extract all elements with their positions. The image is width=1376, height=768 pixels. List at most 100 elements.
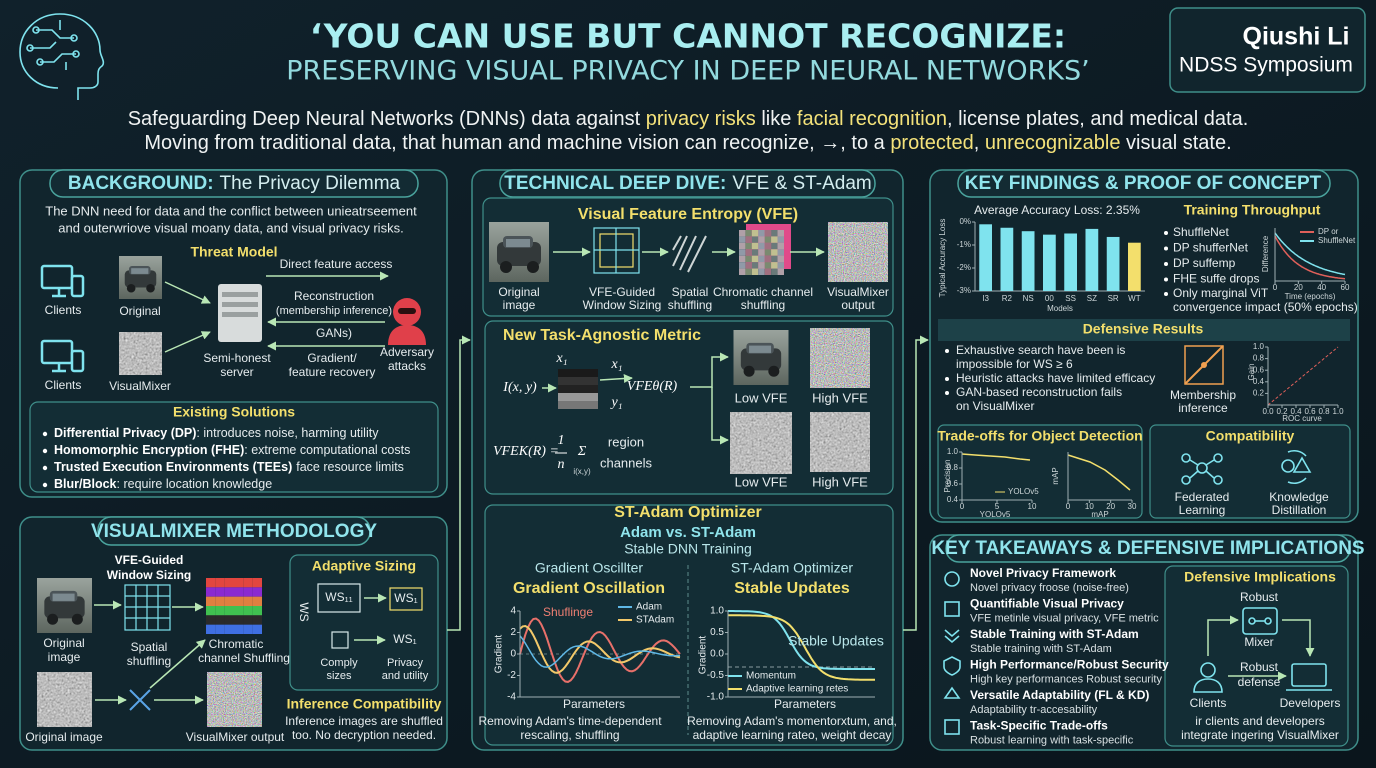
heading-rest: VFE & ST-Adam	[732, 173, 871, 194]
cell	[751, 268, 759, 275]
cell	[771, 249, 778, 256]
bullet	[1164, 231, 1168, 235]
decor-path	[1189, 459, 1215, 479]
bullet	[42, 448, 48, 454]
decor-path	[19, 13, 105, 100]
curve	[1274, 235, 1346, 280]
line1: privacy risks	[646, 108, 756, 130]
captions: Spatial	[672, 285, 709, 299]
labels: VisualMixer output	[186, 730, 285, 744]
captions: shuffling	[741, 298, 785, 312]
decor-rect	[222, 312, 258, 317]
cell	[206, 606, 216, 616]
text-line: Homomorphic Encryption (FHE): extreme co…	[54, 443, 410, 457]
labels: Robust	[1240, 660, 1279, 674]
cell	[574, 369, 582, 377]
decor-g	[1193, 662, 1332, 693]
bar	[1064, 233, 1077, 291]
cell	[582, 385, 590, 393]
xticks: 20	[1106, 502, 1115, 511]
decor-path	[388, 325, 426, 345]
decor-rect	[49, 169, 419, 198]
decor-rect	[810, 412, 870, 472]
text: face resource limits	[296, 460, 404, 474]
decor-rect	[1291, 663, 1327, 687]
items: DP shufferNet	[1173, 241, 1249, 255]
cell	[234, 606, 244, 616]
title: ST-Adam Optimizer	[731, 560, 853, 576]
diagram: feature recovery	[289, 365, 376, 379]
text: : require location knowledge	[117, 477, 273, 491]
cell	[224, 578, 234, 588]
decor-circle	[944, 571, 960, 587]
cell	[771, 262, 778, 269]
labels: High VFE	[812, 474, 868, 489]
formula: VFEK(R) =	[493, 444, 559, 459]
formula: x₁	[610, 357, 622, 372]
decor-rect	[1242, 607, 1278, 635]
decor-rect	[1169, 7, 1366, 93]
bar	[1085, 228, 1099, 291]
venue: NDSS Symposium	[1179, 54, 1353, 77]
formula: i(x,y)	[573, 467, 591, 476]
cell	[558, 401, 566, 409]
heading: Adaptive Sizing	[312, 558, 416, 574]
labels: channel Shuffling	[198, 651, 290, 665]
heading: Defensive Results	[1083, 321, 1204, 337]
decor-path	[1287, 449, 1307, 485]
labels: WS₁	[394, 591, 417, 605]
cell	[751, 255, 759, 263]
axis: WS	[297, 602, 311, 621]
cell	[566, 393, 574, 401]
label: -2%	[957, 263, 971, 272]
decor-rect	[1164, 565, 1349, 747]
formula: 1	[558, 433, 565, 448]
ylabel: Typical Accuracy Loss	[938, 219, 947, 298]
title: Stable Training with ST-Adam	[970, 627, 1139, 641]
text: too. No decryption needed.	[292, 728, 436, 742]
decor-use	[119, 256, 162, 299]
curve	[1067, 454, 1131, 491]
bar	[979, 224, 992, 291]
decor-g: ‘YOU CAN USE BUT CANNOT RECOGNIZE:PRESER…	[25, 17, 1364, 747]
label: -1.0	[707, 692, 725, 703]
bullet	[42, 431, 48, 437]
cell	[764, 262, 772, 269]
decor-g	[317, 583, 423, 649]
cell	[566, 369, 574, 377]
decor-circle	[1213, 475, 1223, 485]
cell	[215, 606, 225, 616]
label: -1%	[957, 240, 971, 249]
decor-rect	[331, 631, 349, 649]
cell	[764, 242, 772, 250]
decor-rect	[207, 672, 262, 727]
heading: Existing Solutions	[173, 404, 295, 420]
yticks: 0.6	[947, 479, 959, 488]
text: Inference images are shuffled	[285, 714, 443, 728]
cell	[215, 587, 225, 597]
heading: TECHNICAL DEEP DIVE:	[504, 173, 726, 194]
line2: visual state.	[1120, 132, 1231, 154]
xticks: 60	[1341, 283, 1350, 292]
decor-rect	[222, 302, 258, 307]
items: impossible for WS ≥ 6	[956, 357, 1073, 371]
text-line: Differential Privacy (DP): introduces no…	[54, 426, 379, 440]
bar	[1000, 227, 1014, 291]
yticks: 0.4	[1253, 377, 1265, 386]
decor-path	[903, 335, 929, 631]
cell	[243, 578, 253, 588]
cell	[215, 624, 225, 634]
xlabel: YOLOv5	[980, 510, 1011, 519]
decor-g	[388, 298, 426, 345]
bullet	[42, 465, 48, 471]
heading: VISUALMIXER METHODOLOGY	[91, 521, 377, 542]
labels: Distillation	[1272, 503, 1327, 517]
text: : introduces noise, harming utility	[196, 426, 379, 440]
curve	[519, 635, 681, 668]
decor-g	[19, 7, 1366, 751]
decor-path	[711, 387, 729, 445]
cell	[590, 401, 598, 409]
decor-circle	[1181, 453, 1191, 463]
xticks: 10	[1028, 502, 1037, 511]
